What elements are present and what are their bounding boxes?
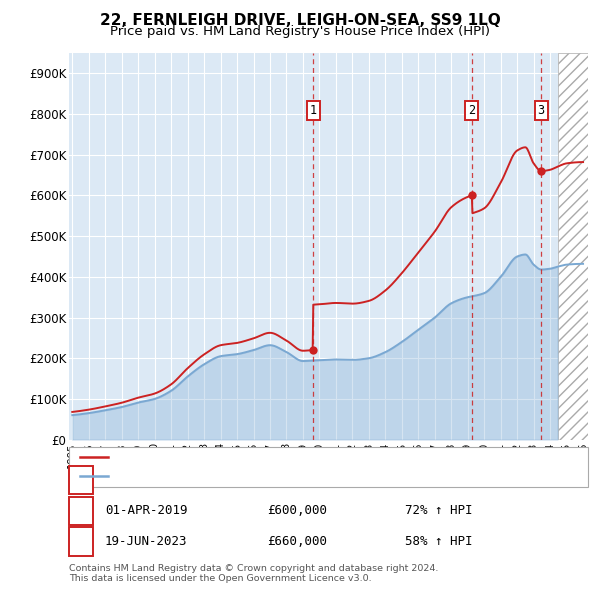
Text: £600,000: £600,000 (267, 504, 327, 517)
Text: 14-AUG-2009: 14-AUG-2009 (105, 474, 187, 487)
Text: £220,000: £220,000 (267, 474, 327, 487)
Text: 19-JUN-2023: 19-JUN-2023 (105, 535, 187, 548)
Text: 72% ↑ HPI: 72% ↑ HPI (405, 504, 473, 517)
Text: Contains HM Land Registry data © Crown copyright and database right 2024.
This d: Contains HM Land Registry data © Crown c… (69, 563, 439, 583)
Text: £660,000: £660,000 (267, 535, 327, 548)
Text: 3: 3 (538, 104, 545, 117)
Text: Price paid vs. HM Land Registry's House Price Index (HPI): Price paid vs. HM Land Registry's House … (110, 25, 490, 38)
Text: 2: 2 (77, 504, 85, 517)
Text: 2: 2 (468, 104, 475, 117)
Text: 3: 3 (77, 535, 85, 548)
Text: 1: 1 (310, 104, 317, 117)
Text: HPI: Average price, semi-detached house, Southend-on-Sea: HPI: Average price, semi-detached house,… (112, 471, 439, 481)
Text: 13% ↑ HPI: 13% ↑ HPI (405, 474, 473, 487)
Text: 22, FERNLEIGH DRIVE, LEIGH-ON-SEA, SS9 1LQ: 22, FERNLEIGH DRIVE, LEIGH-ON-SEA, SS9 1… (100, 13, 500, 28)
Text: 58% ↑ HPI: 58% ↑ HPI (405, 535, 473, 548)
Bar (557, 53, 588, 440)
Bar (557, 53, 588, 440)
Text: 1: 1 (77, 474, 85, 487)
Text: 01-APR-2019: 01-APR-2019 (105, 504, 187, 517)
Text: 22, FERNLEIGH DRIVE, LEIGH-ON-SEA, SS9 1LQ (semi-detached house): 22, FERNLEIGH DRIVE, LEIGH-ON-SEA, SS9 1… (112, 453, 500, 463)
